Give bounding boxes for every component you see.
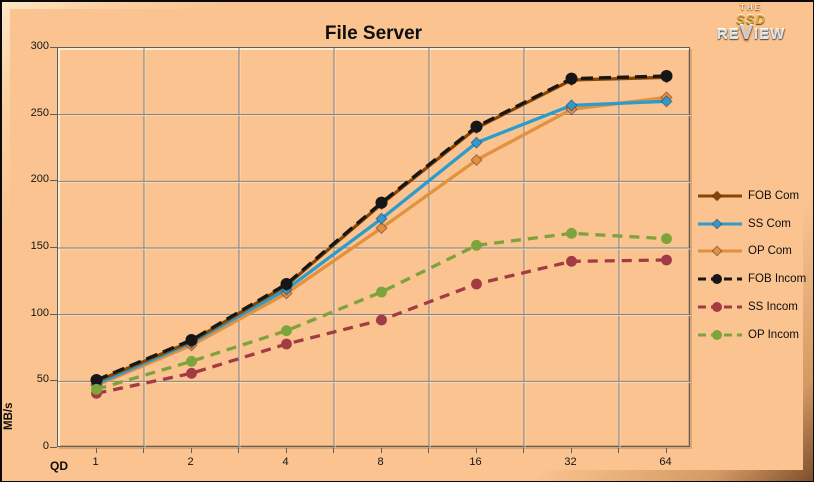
series-line-ss-incom	[96, 258, 667, 395]
x-tick-label: 16	[469, 456, 482, 468]
x-tick-mark	[523, 448, 524, 453]
legend-label: FOB Com	[748, 190, 800, 202]
chart-series-canvas	[58, 48, 691, 448]
data-point-ss-com	[470, 136, 483, 149]
series-line-ss-com	[95, 99, 667, 386]
y-tick-label: 0	[42, 440, 49, 452]
x-tick-label: 1	[92, 456, 99, 468]
y-tick-mark	[50, 313, 57, 315]
data-point-fob-incom	[565, 72, 578, 85]
y-tick-mark	[50, 180, 57, 182]
legend-item-op-com: OP Com	[697, 244, 792, 258]
data-point-op-incom	[186, 355, 197, 367]
data-point-ss-com	[375, 212, 388, 225]
data-point-ss-incom	[186, 367, 197, 379]
x-tick-mark	[285, 448, 287, 453]
data-point-fob-incom	[90, 374, 103, 386]
data-point-ss-incom	[566, 255, 577, 267]
x-axis-label: QD	[50, 459, 68, 473]
x-tick-mark	[190, 448, 192, 453]
x-tick-mark	[618, 448, 619, 453]
y-tick-label: 150	[30, 240, 49, 252]
data-point-fob-incom	[185, 334, 198, 346]
legend-swatch	[698, 245, 742, 257]
x-tick-label: 8	[377, 456, 384, 468]
legend-item-op-incom: OP Incom	[697, 328, 799, 342]
data-point-ss-incom	[281, 338, 292, 350]
series-line-op-incom	[96, 231, 667, 391]
ssd-review-logo: THE SSD REVIEW	[698, 3, 804, 44]
y-tick-mark	[50, 447, 57, 448]
x-tick-label: 64	[659, 456, 672, 468]
x-tick-mark	[428, 448, 429, 453]
y-tick-mark	[50, 113, 57, 115]
x-tick-label: 32	[564, 456, 577, 468]
legend-label: FOB Incom	[748, 273, 807, 286]
y-tick-label: 200	[30, 173, 49, 186]
x-tick-label: 4	[282, 456, 289, 468]
x-tick-label: 2	[187, 456, 194, 468]
x-tick-mark	[665, 448, 667, 453]
logo-v-checkmark: V	[739, 22, 754, 44]
series-line-op-com	[95, 95, 667, 387]
y-axis-label: MB/s	[3, 402, 15, 430]
x-tick-mark	[570, 448, 572, 453]
y-tick-label: 100	[30, 306, 49, 319]
data-point-ss-incom	[661, 254, 672, 266]
x-tick-mark	[333, 448, 334, 453]
legend-item-fob-incom: FOB Incom	[697, 272, 806, 286]
data-point-ss-incom	[471, 278, 482, 290]
legend-label: OP Incom	[748, 328, 799, 341]
data-point-fob-incom	[470, 120, 483, 133]
legend-item-fob-com: FOB Com	[697, 189, 799, 203]
y-tick-mark	[50, 380, 57, 382]
x-tick-mark	[380, 448, 382, 453]
legend-label: SS Com	[748, 217, 791, 230]
legend-swatch	[698, 274, 742, 285]
data-point-op-incom	[566, 227, 577, 239]
legend-label: OP Com	[748, 245, 792, 258]
data-point-ss-com	[565, 99, 578, 112]
data-point-op-incom	[661, 233, 672, 245]
data-point-ss-incom	[376, 314, 387, 326]
plot-area	[57, 47, 691, 448]
legend-swatch	[698, 329, 742, 340]
legend-swatch	[698, 301, 742, 312]
y-tick-label: 300	[30, 40, 49, 52]
y-tick-label: 50	[36, 373, 49, 386]
data-point-op-incom	[91, 383, 102, 395]
y-tick-mark	[50, 47, 57, 48]
data-point-op-incom	[471, 239, 482, 251]
legend-swatch	[698, 190, 742, 202]
x-tick-mark	[95, 448, 97, 453]
logo-text-the: THE	[740, 3, 762, 12]
data-point-op-com	[375, 221, 388, 235]
legend-swatch	[698, 218, 742, 230]
data-point-op-com	[470, 153, 483, 167]
legend-item-ss-incom: SS Incom	[697, 300, 798, 314]
data-point-fob-incom	[375, 196, 388, 209]
logo-text-review: REVIEW	[716, 22, 786, 44]
x-tick-mark	[143, 448, 144, 453]
x-tick-mark	[475, 448, 477, 453]
chart-title: File Server	[324, 23, 423, 44]
data-point-op-incom	[376, 286, 387, 298]
data-point-fob-incom	[280, 278, 293, 290]
data-point-op-incom	[281, 325, 292, 337]
legend-label: SS Incom	[748, 300, 798, 313]
x-tick-mark	[238, 448, 239, 453]
legend-item-ss-com: SS Com	[697, 217, 791, 231]
logo-text-ssd: SSD	[736, 12, 766, 27]
data-point-ss-com	[660, 95, 673, 108]
y-tick-label: 250	[30, 106, 49, 119]
y-tick-mark	[50, 247, 57, 248]
data-point-fob-incom	[660, 70, 673, 82]
